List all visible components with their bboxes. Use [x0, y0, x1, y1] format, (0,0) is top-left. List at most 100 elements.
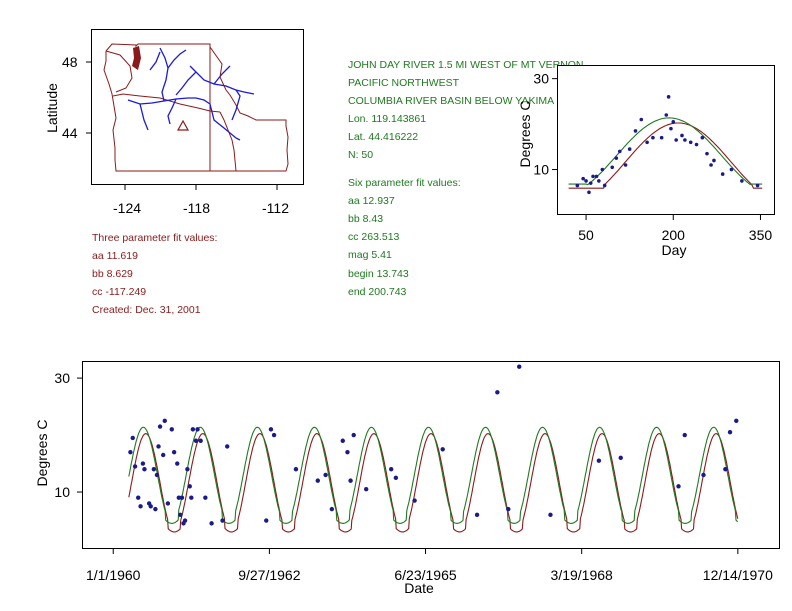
- seasonal-data-point: [614, 156, 619, 160]
- three-param-title: Three parameter fit values:: [92, 232, 218, 244]
- timeseries-data-point: [351, 432, 356, 438]
- seasonal-xtick-label: 200: [662, 227, 686, 243]
- station-n: N: 50: [348, 149, 374, 161]
- seasonal-ytick-label: 10: [533, 162, 549, 178]
- timeseries-data-point: [157, 424, 163, 429]
- timeseries-xtick-label: 12/14/1970: [703, 567, 773, 583]
- clearwater-river: [235, 89, 255, 95]
- three-param-aa: aa 11.619: [92, 250, 138, 262]
- timeseries-data-point: [179, 495, 185, 500]
- wa-tributary: [149, 51, 161, 71]
- seasonal-data-point: [671, 120, 676, 124]
- timeseries-data-point: [185, 467, 190, 472]
- timeseries-data-point: [189, 495, 194, 500]
- timeseries-data-point: [138, 504, 143, 509]
- station-name: JOHN DAY RIVER 1.5 MI WEST OF MT VERNON: [348, 59, 584, 71]
- timeseries-data-point: [151, 467, 157, 472]
- seasonal-data-point: [602, 183, 607, 188]
- seasonal-data-point: [587, 190, 591, 195]
- timeseries-data-point: [153, 506, 158, 512]
- seasonal-data-point: [623, 163, 628, 167]
- three-param-cc: cc -117.249: [92, 286, 147, 298]
- timeseries-data-point: [517, 364, 522, 369]
- timeseries-data-point: [440, 447, 445, 452]
- timeseries-xtick-label: 1/1/1960: [86, 567, 141, 583]
- six-param-mag: mag 5.41: [348, 249, 392, 261]
- timeseries-chart-frame: [82, 361, 780, 549]
- seasonal-data-point: [588, 181, 593, 185]
- timeseries-xtick-label: 3/19/1968: [551, 567, 613, 583]
- seasonal-fit-line: [568, 117, 763, 186]
- six-param-cc: cc 263.513: [348, 231, 400, 243]
- seasonal-data-point: [664, 113, 669, 117]
- seasonal-data-point: [584, 179, 588, 183]
- map-ytick-label-44: 44: [62, 125, 78, 141]
- seasonal-ytick-label: 30: [533, 71, 549, 87]
- timeseries-data-point: [190, 427, 196, 432]
- seasonal-data-point: [610, 165, 615, 170]
- seasonal-data-point: [683, 138, 687, 142]
- timeseries-data-point: [271, 432, 277, 438]
- seasonal-data-point: [666, 95, 671, 99]
- rivers: [127, 47, 255, 141]
- snake-river: [189, 65, 241, 121]
- timeseries-data-point: [676, 484, 681, 489]
- six-param-end: end 200.743: [348, 286, 407, 298]
- map-border: [103, 43, 289, 172]
- seasonal-data-point: [639, 117, 644, 122]
- timeseries-data-point: [348, 478, 353, 483]
- seasonal-data-point: [709, 163, 713, 167]
- timeseries-data-point: [363, 486, 369, 492]
- timeseries-data-point: [618, 455, 623, 461]
- puget-sound-shape: [132, 46, 141, 70]
- six-param-title: Six parameter fit values:: [348, 177, 461, 189]
- timeseries-ytick-label: 10: [54, 484, 70, 500]
- six-param-bb: bb 8.43: [348, 213, 384, 225]
- bitterroot-river: [213, 65, 231, 85]
- seasonal-data-point: [700, 135, 705, 140]
- seasonal-chart-frame: [557, 65, 775, 215]
- timeseries-data-point: [178, 512, 183, 518]
- seasonal-xtick-label: 50: [578, 227, 594, 243]
- timeseries-data-point: [182, 518, 188, 523]
- timeseries-data-point: [195, 427, 200, 432]
- seasonal-data-point: [720, 172, 725, 176]
- station-lat: Lat. 44.416222: [348, 131, 419, 143]
- timeseries-data-point: [198, 438, 203, 443]
- timeseries-data-point: [329, 506, 335, 512]
- seasonal-data-point: [617, 149, 622, 154]
- timeseries-data-point: [548, 512, 553, 518]
- timeseries-data-point: [495, 390, 500, 395]
- station-basin: COLUMBIA RIVER BASIN BELOW YAKIMA RIVER: [348, 95, 589, 107]
- timeseries-data-point: [734, 418, 739, 424]
- seasonal-ylabel: Degrees C: [517, 101, 533, 168]
- timeseries-data-point: [175, 461, 180, 466]
- timeseries-data-point: [723, 467, 728, 472]
- timeseries-data-point: [268, 427, 274, 432]
- willamette-river: [139, 103, 149, 131]
- state-line-or-id: [219, 111, 237, 172]
- seasonal-data-point: [688, 140, 693, 145]
- timeseries-data-point: [160, 452, 166, 458]
- seasonal-data-point: [633, 129, 638, 133]
- timeseries-data-point: [474, 512, 480, 518]
- seasonal-data-point: [705, 151, 709, 156]
- timeseries-ylabel: Degrees C: [34, 420, 50, 487]
- seasonal-data-point: [669, 126, 673, 131]
- seasonal-data-point: [594, 174, 599, 179]
- deschutes-river: [167, 98, 177, 125]
- timeseries-data-point: [156, 444, 161, 449]
- timeseries-data-point: [727, 430, 733, 435]
- timeseries-data-point: [130, 435, 135, 441]
- created-date: Created: Dec. 31, 2001: [92, 304, 201, 316]
- timeseries-data-point: [293, 467, 299, 472]
- timeseries-data-point: [165, 501, 171, 506]
- timeseries-data-point: [701, 472, 706, 478]
- seasonal-data-point: [712, 158, 716, 163]
- okanogan-river: [167, 49, 187, 69]
- timeseries-data-point: [154, 472, 160, 478]
- station-region: PACIFIC NORTHWEST: [348, 77, 460, 89]
- timeseries-data-point: [193, 438, 199, 443]
